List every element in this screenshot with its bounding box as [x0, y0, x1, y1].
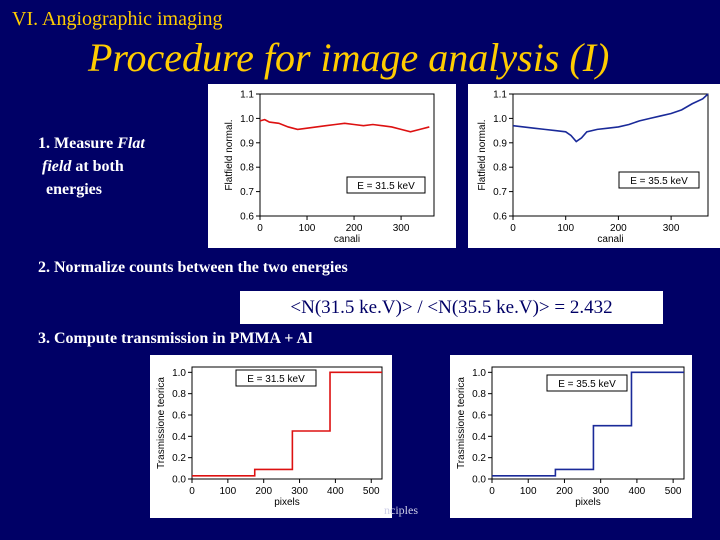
transmission-chart-31-svg: 0.0 0.2 0.4 0.6 0.8 1.0 0 100 200 300 400 500 pixels…: [150, 355, 392, 518]
chart2-ytick-label: 0.7: [493, 187, 507, 198]
chart2-ytick-label: 1.1: [493, 90, 507, 101]
step-3-text: 3. Compute transmission in PMMA + Al: [38, 330, 313, 347]
chart2-plot-frame: [512, 93, 709, 217]
transmission-chart-35: 0.0 0.2 0.4 0.6 0.8 1.0 0 100 200 300 400 500 pixels…: [450, 355, 692, 518]
chart4-xaxis-label: pixels: [575, 497, 601, 508]
ratio-box: <N(31.5 ke.V)> / <N(35.5 ke.V)> = 2.432: [240, 291, 663, 324]
chart1-xtick-label: 0: [257, 223, 263, 234]
chart1-ytick-label: 0.7: [240, 187, 254, 198]
chart4-xtick-label: 400: [629, 486, 646, 497]
chart4-yaxis-label: Trasmissione teorica: [456, 377, 467, 469]
chart3-plot-frame: [191, 366, 383, 480]
step-1-text: 1. Measure Flat field at both energies: [38, 132, 145, 201]
section-label: VI. Angiographic imaging: [12, 8, 223, 30]
chart3-xtick-label: 400: [327, 486, 344, 497]
chart3-xaxis-label: pixels: [274, 497, 300, 508]
chart4-ytick-label: 0.6: [472, 411, 486, 422]
chart3-ytick-label: 0.2: [172, 453, 186, 464]
step-1-rest: at both: [71, 158, 124, 175]
chart2-ytick-label: 0.9: [493, 138, 507, 149]
chart3-yaxis-label: Trasmissione teorica: [156, 377, 167, 469]
chart3-series-line: [192, 371, 382, 477]
chart3-xtick-label: 200: [255, 486, 272, 497]
chart1-xtick-label: 200: [346, 223, 363, 234]
chart1-ytick-label: 0.9: [240, 138, 254, 149]
chart1-xaxis-label: canali: [334, 234, 360, 245]
chart4-xtick-label: 200: [556, 486, 573, 497]
step-1-field: field: [42, 158, 72, 175]
chart1-energy-box: [346, 176, 426, 194]
chart2-ytick-label: 1.0: [493, 114, 507, 125]
chart2-ytick-label: 0.8: [493, 163, 507, 174]
chart2-series-line: [512, 93, 709, 143]
transmission-chart-35-svg: 0.0 0.2 0.4 0.6 0.8 1.0 0 100 200 300 400 500 pixels…: [450, 355, 692, 518]
chart4-series-line: [492, 371, 684, 477]
chart2-ytick-label: 0.6: [493, 212, 507, 223]
chart1-xtick-label: 300: [393, 223, 410, 234]
chart2-energy-label: E = 35.5 keV: [630, 176, 688, 187]
chart3-xtick-label: 0: [189, 486, 195, 497]
chart4-xtick-label: 0: [489, 486, 495, 497]
chart4-plot-frame: [491, 366, 685, 480]
chart1-series-line: [259, 118, 430, 133]
chart1-yaxis-label: Flatfield normal.: [224, 119, 235, 190]
chart1-ytick-label: 1.1: [240, 90, 254, 101]
chart1-ytick-label: 0.6: [240, 212, 254, 223]
chart4-ytick-label: 1.0: [472, 368, 486, 379]
chart2-xaxis-label: canali: [597, 234, 623, 245]
chart1-background: [208, 84, 456, 248]
chart4-ytick-label: 0.4: [472, 432, 486, 443]
page-title: Procedure for image analysis (I): [88, 35, 610, 80]
chart1-energy-label: E = 31.5 keV: [357, 181, 415, 192]
chart3-xtick-label: 500: [363, 486, 380, 497]
footer-fragment: nciples: [384, 503, 418, 517]
chart3-ytick-label: 0.4: [172, 432, 186, 443]
flatfield-chart-31-svg: 0.6 0.7 0.8 0.9 1.0 1.1 0 100 200 300 canali Flatfi…: [208, 84, 456, 248]
chart2-yaxis-label: Flatfield normal.: [477, 119, 488, 190]
chart2-xtick-label: 0: [510, 223, 516, 234]
chart4-ytick-label: 0.0: [472, 475, 486, 486]
chart4-xtick-label: 100: [520, 486, 537, 497]
transmission-chart-31: 0.0 0.2 0.4 0.6 0.8 1.0 0 100 200 300 400 500 pixels…: [150, 355, 392, 518]
step-1-prefix: 1. Measure: [38, 135, 118, 152]
chart4-xtick-label: 300: [592, 486, 609, 497]
chart3-energy-box: [235, 369, 317, 387]
chart3-ytick-label: 0.0: [172, 475, 186, 486]
chart4-ytick-label: 0.8: [472, 389, 486, 400]
chart3-ytick-label: 0.6: [172, 411, 186, 422]
flatfield-chart-31: 0.6 0.7 0.8 0.9 1.0 1.1 0 100 200 300 canali Flatfi…: [208, 84, 456, 248]
chart3-xtick-label: 300: [291, 486, 308, 497]
flatfield-chart-35-svg: 0.6 0.7 0.8 0.9 1.0 1.1 0 100 200 300 canali Flatfi…: [468, 84, 720, 248]
chart4-xtick-label: 500: [665, 486, 682, 497]
chart4-energy-box: [546, 374, 628, 392]
chart2-energy-box: [618, 171, 700, 189]
chart3-xtick-label: 100: [220, 486, 237, 497]
chart1-ytick-label: 1.0: [240, 114, 254, 125]
chart2-xtick-label: 100: [557, 223, 574, 234]
chart2-xtick-label: 200: [610, 223, 627, 234]
step-1-flat: Flat: [117, 135, 145, 152]
chart1-xtick-label: 100: [299, 223, 316, 234]
chart3-ytick-label: 0.8: [172, 389, 186, 400]
step-2-text: 2. Normalize counts between the two ener…: [38, 259, 348, 276]
chart1-ytick-label: 0.8: [240, 163, 254, 174]
chart4-ytick-label: 0.2: [472, 453, 486, 464]
chart3-ytick-label: 1.0: [172, 368, 186, 379]
flatfield-chart-35: 0.6 0.7 0.8 0.9 1.0 1.1 0 100 200 300 canali Flatfi…: [468, 84, 720, 248]
chart4-energy-label: E = 35.5 keV: [558, 379, 616, 390]
chart1-plot-frame: [259, 93, 435, 217]
step-1-energies: energies: [46, 181, 102, 198]
chart3-energy-label: E = 31.5 keV: [247, 374, 305, 385]
chart2-xtick-label: 300: [663, 223, 680, 234]
